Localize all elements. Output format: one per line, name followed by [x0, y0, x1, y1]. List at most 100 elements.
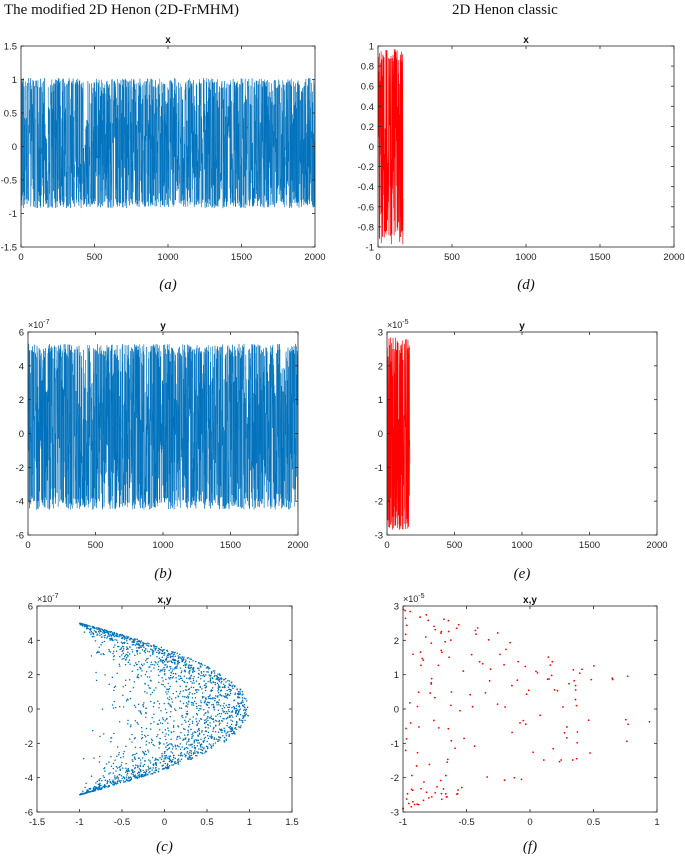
data-point — [136, 675, 139, 677]
data-point — [180, 671, 183, 674]
data-point — [446, 758, 449, 761]
data-point — [236, 712, 239, 715]
data-point — [160, 669, 162, 671]
data-point — [150, 773, 152, 775]
data-point — [98, 761, 101, 763]
y-tick-label: -1 — [366, 243, 374, 254]
data-point — [170, 760, 173, 762]
data-point — [410, 788, 413, 791]
data-point — [440, 630, 443, 633]
data-point — [166, 693, 168, 695]
data-point — [128, 779, 131, 782]
data-point — [167, 661, 169, 663]
data-point — [145, 744, 147, 746]
data-point — [116, 746, 119, 748]
data-point — [215, 738, 218, 740]
data-point — [139, 711, 142, 714]
data-point — [143, 663, 145, 665]
data-point — [189, 749, 191, 752]
data-point — [131, 769, 133, 771]
data-point — [440, 632, 442, 634]
data-point — [192, 668, 195, 670]
data-point — [137, 723, 139, 725]
data-point — [136, 676, 139, 679]
data-point — [611, 678, 614, 681]
data-point — [233, 732, 236, 734]
data-point — [167, 653, 170, 655]
data-point — [162, 760, 165, 763]
data-point — [168, 757, 171, 759]
data-point — [525, 693, 528, 696]
data-point — [161, 752, 163, 755]
data-point — [575, 704, 578, 707]
data-point — [131, 733, 133, 736]
data-point — [204, 752, 206, 754]
data-point — [143, 771, 145, 774]
data-point — [221, 731, 223, 734]
data-point — [85, 625, 88, 627]
data-point — [82, 792, 85, 795]
data-point — [151, 756, 154, 759]
data-point — [136, 641, 138, 643]
data-point — [216, 701, 218, 703]
data-point — [125, 778, 128, 781]
data-point — [211, 704, 213, 706]
data-point — [201, 692, 204, 694]
data-point — [127, 648, 129, 650]
data-point — [100, 779, 103, 782]
data-point — [119, 633, 122, 636]
data-point — [244, 708, 246, 711]
data-point — [227, 706, 229, 708]
data-point — [242, 705, 244, 707]
data-point — [568, 682, 570, 685]
data-point — [85, 782, 87, 785]
data-point — [175, 690, 178, 693]
data-point — [162, 717, 164, 719]
x-tick-label: 500 — [88, 540, 104, 551]
data-point — [166, 656, 168, 658]
data-point — [231, 726, 233, 729]
data-point — [592, 664, 595, 667]
data-point — [123, 750, 125, 753]
data-point — [146, 692, 148, 694]
data-point — [182, 659, 185, 661]
data-point — [192, 753, 195, 755]
data-point — [159, 722, 162, 724]
data-point — [163, 702, 165, 705]
data-point — [167, 656, 169, 659]
data-point — [153, 647, 155, 649]
data-point — [97, 630, 100, 633]
data-point — [217, 692, 220, 694]
data-point — [137, 673, 140, 676]
data-point — [174, 658, 176, 661]
data-point — [236, 721, 238, 724]
data-point — [162, 718, 165, 721]
data-point — [430, 795, 433, 798]
data-point — [139, 652, 141, 654]
data-point — [214, 681, 216, 684]
data-point — [206, 701, 209, 704]
data-point — [430, 642, 433, 645]
data-point — [162, 659, 165, 661]
data-point — [170, 698, 173, 700]
data-point — [150, 670, 152, 672]
data-point — [430, 677, 433, 680]
data-point — [188, 744, 190, 746]
data-point — [134, 706, 137, 708]
data-point — [235, 705, 238, 707]
data-point — [213, 726, 215, 729]
x-tick-label: 0 — [375, 252, 380, 263]
data-point — [198, 733, 201, 735]
data-point — [117, 645, 119, 648]
data-point — [209, 697, 212, 700]
data-point — [190, 728, 192, 731]
data-point — [219, 715, 222, 718]
data-point — [194, 750, 196, 752]
data-point — [172, 764, 175, 766]
exponent-power: -5 — [402, 319, 408, 326]
data-point — [210, 717, 213, 720]
data-point — [167, 677, 170, 679]
data-point — [175, 677, 177, 679]
data-point — [191, 704, 193, 706]
data-point — [170, 706, 173, 708]
